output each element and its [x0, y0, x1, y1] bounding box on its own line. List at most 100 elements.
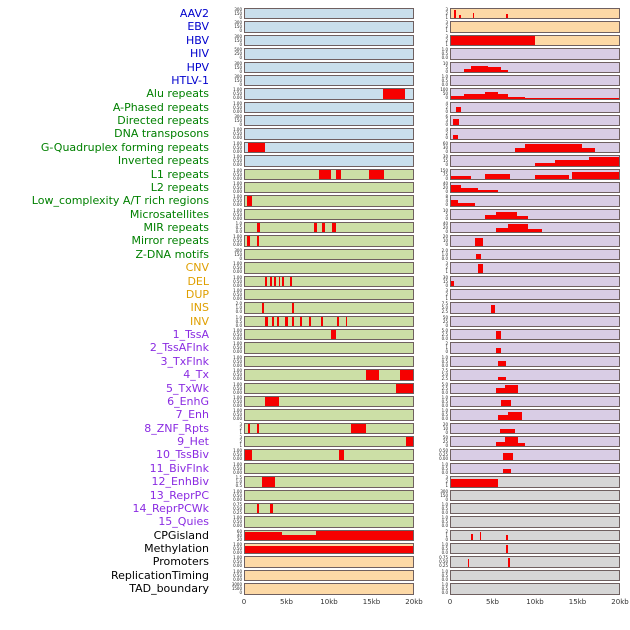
y-axis-ticks-left: 1.00 0.50 0.00 — [212, 555, 244, 568]
track-left — [244, 395, 414, 408]
track-right — [450, 569, 620, 582]
y-tick-label: 300 — [234, 114, 242, 119]
signal-bar — [322, 223, 325, 233]
track-right — [450, 34, 620, 47]
signal-bar — [506, 13, 508, 19]
signal-bar — [406, 437, 413, 447]
y-tick-label: 1 — [445, 483, 448, 489]
y-tick-label: 0.5 — [441, 572, 448, 578]
y-tick-label: 60 — [442, 140, 448, 146]
y-tick-label: 0 — [239, 122, 242, 127]
row-label: 12_EnhBiv — [151, 475, 209, 489]
y-tick-label: 1 — [445, 532, 448, 538]
y-tick-label: 0.50 — [233, 572, 242, 578]
y-tick-label: 0.50 — [233, 104, 242, 110]
y-axis-ticks-left: 300 150 0 — [212, 7, 244, 20]
y-tick-label: 0.00 — [233, 496, 242, 502]
row-label: Alu repeats — [146, 87, 209, 101]
signal-bar — [256, 503, 260, 514]
track-left — [244, 382, 414, 394]
track-right — [450, 436, 620, 448]
track-row: L1 repeats 1.00 0.50 0.00 150 75 0 — [4, 168, 630, 181]
track-right — [450, 543, 620, 555]
signal-bar — [399, 370, 413, 380]
track-right — [450, 529, 620, 541]
y-tick-label: 100 — [440, 87, 448, 93]
y-tick-label: 1 — [239, 429, 242, 435]
y-tick-label: 0.5 — [441, 519, 448, 525]
row-label: A-Phased repeats — [112, 100, 209, 114]
y-tick-label: 2 — [445, 24, 448, 30]
y-axis-ticks-left: 1.00 0.50 0.00 — [212, 542, 244, 555]
y-tick-label: 0 — [445, 188, 448, 194]
y-tick-label: 0.50 — [233, 452, 242, 458]
y-tick-label: 2 — [445, 37, 448, 43]
x-tick-label: 20kb — [611, 597, 629, 606]
track-right — [450, 141, 620, 154]
signal-bar — [535, 174, 569, 179]
y-tick-label: 2 — [445, 265, 448, 271]
y-tick-label: 1.0 — [235, 479, 242, 485]
signal-bar — [484, 91, 499, 99]
y-tick-label: 0.5 — [235, 483, 242, 489]
track-left — [244, 155, 414, 167]
y-tick-label: 0 — [239, 28, 242, 34]
track-row: INS 2.0 1.0 0.0 7.5 5.0 2.5 — [4, 301, 630, 314]
y-tick-label: 0 — [445, 242, 448, 248]
y-tick-label: 2 — [445, 479, 448, 485]
signal-bar — [335, 169, 341, 179]
track-left — [244, 556, 414, 568]
track-row: Promoters 1.00 0.50 0.00 0.75 0.50 0.25 — [4, 555, 630, 568]
y-axis-ticks-left: 1.00 0.50 0.00 — [212, 328, 244, 341]
y-tick-label: 0.0 — [441, 509, 448, 515]
y-tick-label: 0.25 — [233, 509, 242, 515]
y-tick-label: 1.00 — [233, 180, 242, 186]
track-row: Inverted repeats 1.00 0.50 0.00 30 15 0 — [4, 154, 630, 167]
y-tick-label: 1.0 — [441, 461, 448, 467]
y-axis-ticks-left: 3000 1500 0 — [212, 582, 244, 595]
row-label: ReplicationTiming — [110, 568, 209, 582]
y-axis-ticks-left: 1.00 0.50 0.00 — [212, 489, 244, 502]
signal-bar — [496, 211, 517, 219]
y-tick-label: 0.5 — [441, 546, 448, 551]
y-axis-ticks-left: 300 150 0 — [212, 74, 244, 87]
track-left — [244, 262, 414, 274]
row-label: TAD_boundary — [129, 582, 209, 596]
y-tick-label: 50 — [442, 91, 448, 97]
y-tick-label: 0.50 — [233, 158, 242, 164]
track-left — [244, 235, 414, 247]
signal-bar — [498, 414, 509, 420]
track-right — [450, 88, 620, 100]
x-axis-right: 0 5kb 10kb 15kb 20kb — [448, 597, 629, 610]
y-tick-label: 0.00 — [233, 188, 242, 194]
y-tick-label: 0 — [445, 322, 448, 328]
track-left — [244, 248, 414, 261]
y-tick-label: 0.50 — [233, 505, 242, 511]
track-right — [450, 21, 620, 33]
track-left — [244, 449, 414, 461]
track-left — [244, 436, 414, 448]
x-axis: 0 5kb 10kb 15kb 20kb 0 5kb 10kb 15kb 20kb — [4, 598, 630, 610]
y-axis-ticks-left: 1.00 0.50 0.00 — [212, 355, 244, 368]
signal-bar — [270, 503, 273, 514]
y-tick-label: 0.0 — [441, 576, 448, 582]
y-axis-ticks-right: 2.0 1.0 0.0 — [414, 248, 450, 261]
signal-bar — [452, 134, 458, 139]
y-tick-label: 0 — [239, 55, 242, 61]
signal-bar — [382, 89, 405, 99]
track-right — [450, 235, 620, 247]
x-tick-label: 15kb — [568, 597, 587, 606]
signal-bar — [461, 187, 478, 193]
track-right — [450, 208, 620, 220]
x-tick-label: 15kb — [362, 597, 381, 606]
y-tick-label: 30 — [442, 154, 448, 160]
signal-bar — [518, 442, 525, 447]
signal-bar — [496, 330, 501, 340]
y-tick-label: 5.0 — [441, 328, 448, 333]
y-tick-label: 300 — [440, 488, 448, 494]
y-tick-label: 2 — [445, 291, 448, 297]
